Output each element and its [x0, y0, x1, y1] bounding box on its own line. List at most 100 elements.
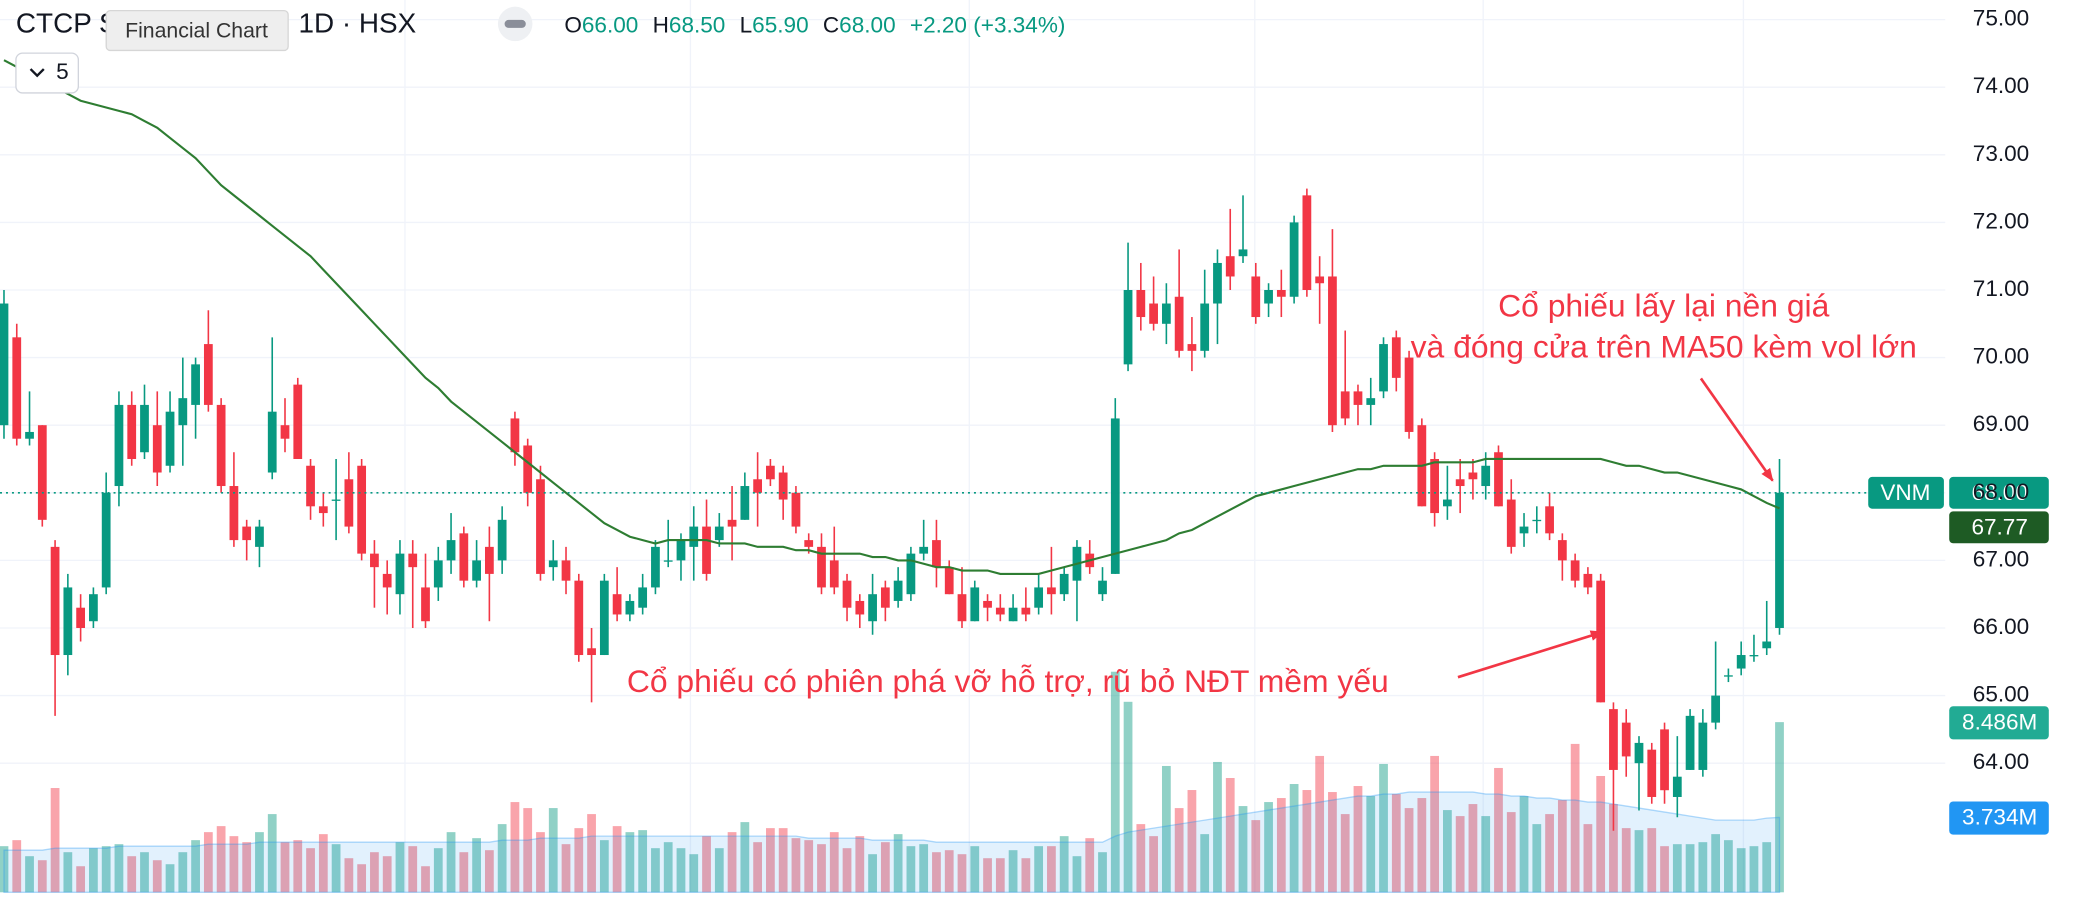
candle-body	[944, 567, 954, 595]
candle-body	[1047, 587, 1056, 595]
volume-tag: 8.486M	[1962, 709, 2037, 734]
volume-bar	[599, 840, 609, 893]
volume-bar	[1532, 824, 1542, 893]
candle-body	[306, 465, 315, 507]
candle-body	[1660, 729, 1669, 791]
volume-bar	[50, 788, 60, 893]
volume-bar	[804, 840, 814, 893]
volume-bar	[510, 802, 520, 893]
collapse-icon	[504, 19, 526, 28]
volume-bar	[1736, 848, 1746, 893]
volume-bar	[868, 854, 877, 893]
candle-body	[957, 594, 967, 622]
volume-bar	[408, 846, 418, 893]
volume-bar	[89, 848, 98, 893]
candle-body	[472, 560, 481, 581]
candle-body	[727, 519, 737, 527]
volume-bar	[178, 852, 188, 893]
volume-bar	[1685, 844, 1695, 893]
collapse-button[interactable]	[497, 6, 533, 42]
volume-bar	[76, 866, 86, 893]
candle-body	[1494, 452, 1503, 507]
volume-bar	[127, 856, 137, 893]
candle-body	[970, 587, 980, 622]
volume-bar	[267, 814, 277, 893]
volume-bar	[676, 848, 686, 893]
volume-bar	[1621, 828, 1631, 893]
volume-tag-box	[1949, 706, 2049, 740]
candle-body	[50, 546, 60, 656]
volume-bar	[114, 844, 124, 893]
candle-body	[753, 479, 763, 493]
candle-body	[242, 526, 252, 541]
candle-body	[497, 519, 507, 561]
volume-bar	[446, 832, 456, 893]
y-tick-label: 66.00	[1973, 614, 2029, 639]
volume-bar	[1391, 794, 1401, 893]
candle-body	[587, 648, 596, 656]
candle-body	[510, 418, 520, 453]
volume-bar	[216, 826, 226, 893]
legend-value: 68.50	[669, 13, 725, 38]
candle-body	[906, 553, 916, 595]
candle-body	[12, 337, 22, 439]
volume-bar	[1494, 767, 1503, 893]
candle-body	[1443, 499, 1452, 507]
candle-body	[370, 553, 379, 568]
candle-body	[216, 404, 226, 487]
volume-bar	[1302, 790, 1312, 893]
candle-body	[1596, 580, 1606, 703]
candle-body	[1366, 398, 1376, 405]
volume-bar	[651, 848, 660, 893]
volume-bar	[229, 836, 239, 893]
volume-bar	[1315, 755, 1325, 893]
volume-bar	[1519, 796, 1529, 893]
volume-bar	[1328, 792, 1337, 893]
volume-bar	[1404, 808, 1414, 893]
candle-body	[548, 560, 558, 568]
candle-body	[1672, 776, 1682, 797]
indicator-toggle[interactable]: 5	[15, 52, 80, 94]
candle-body	[1391, 337, 1401, 378]
candle-body	[817, 546, 826, 588]
candle-body	[318, 506, 328, 514]
candle-body	[1506, 499, 1516, 547]
volume-bar	[995, 858, 1005, 893]
volume-bar	[1225, 777, 1235, 893]
volume-bar	[459, 852, 469, 893]
volume-bar	[1545, 814, 1554, 893]
volume-bar	[766, 828, 775, 893]
indicator-toggle-box[interactable]	[15, 52, 80, 94]
volume-bar	[740, 822, 750, 893]
volume-bar	[1021, 858, 1031, 893]
volume-ma-tag: 3.734M	[1962, 805, 2037, 830]
candle-body	[1251, 276, 1261, 318]
ohlc-legend: O66.00 H68.50 L65.90 C68.00 +2.20 (+3.34…	[564, 13, 1065, 38]
volume-bar	[1340, 814, 1350, 893]
volume-bar	[1698, 842, 1708, 893]
candle-body	[408, 553, 418, 568]
candle-body	[1430, 458, 1439, 514]
volume-bar	[1161, 765, 1171, 893]
volume-bar	[970, 846, 980, 893]
tooltip-text: Financial Chart	[125, 18, 268, 42]
candle-body	[1621, 722, 1631, 757]
volume-bar	[203, 832, 213, 893]
symbol-tag-box	[1868, 476, 1944, 509]
volume-bar	[1647, 828, 1657, 893]
volume-bar	[612, 826, 622, 893]
candle-body	[293, 384, 303, 459]
volume-bar	[791, 838, 801, 893]
volume-bar	[1417, 798, 1427, 893]
volume-bar	[1557, 800, 1567, 893]
candle-body	[676, 540, 686, 561]
candle-body	[1532, 519, 1542, 522]
volume-bar	[165, 864, 175, 893]
candle-body	[1519, 526, 1529, 534]
candle-body	[0, 303, 9, 426]
candle-body	[1200, 303, 1210, 351]
volume-bar	[1634, 830, 1644, 893]
volume-bar	[306, 848, 315, 893]
legend-change: +2.20 (+3.34%)	[910, 13, 1066, 38]
y-tick-label: 64.00	[1973, 749, 2029, 774]
